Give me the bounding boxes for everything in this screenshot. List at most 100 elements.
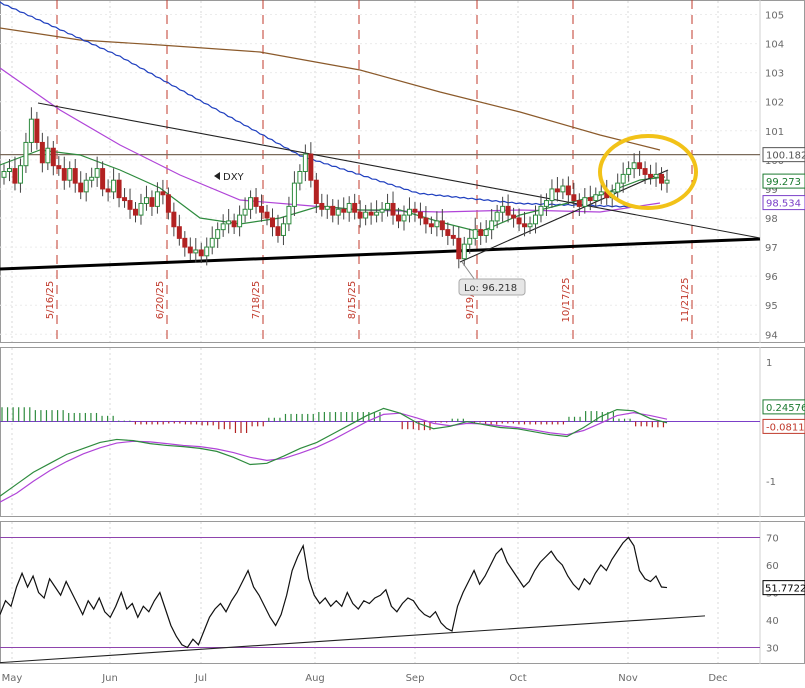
candle	[149, 197, 155, 207]
rsi-trendline	[0, 615, 706, 664]
month-label: Oct	[509, 673, 526, 684]
candle	[89, 176, 95, 181]
candle	[253, 197, 259, 207]
candle	[187, 246, 193, 254]
event-date-label: 10/17/25	[561, 278, 572, 323]
candle	[642, 168, 648, 175]
candle	[67, 168, 73, 181]
candle	[549, 188, 555, 202]
price-tag: 100.182	[766, 151, 805, 162]
candle	[653, 173, 659, 178]
ma-200-line	[0, 27, 661, 151]
rising-trendline	[459, 169, 669, 263]
candle	[412, 208, 418, 213]
price-tag: 99.273	[766, 177, 801, 188]
candle	[198, 249, 204, 257]
month-label: Jun	[101, 673, 118, 684]
symbol-label: DXY	[223, 172, 245, 183]
candle	[363, 211, 369, 219]
candle	[626, 168, 632, 175]
macd-panel: 1 -1 0.24576 -0.0811	[0, 347, 805, 517]
month-label: Nov	[618, 673, 638, 684]
ma-100-line	[0, 1, 661, 209]
candle	[319, 202, 325, 210]
month-label: May	[2, 673, 23, 684]
macd-signal-line	[0, 412, 668, 503]
candle	[143, 197, 149, 204]
candle	[527, 223, 533, 228]
candle	[341, 208, 347, 213]
price-tick-label: 102	[765, 98, 784, 109]
price-tick-label: 103	[765, 69, 784, 80]
price-tag-box	[762, 195, 805, 211]
candle	[385, 202, 391, 210]
month-label: Sep	[406, 673, 425, 684]
candle	[445, 229, 451, 236]
candle	[138, 202, 144, 216]
candle	[39, 141, 45, 164]
candle	[45, 147, 51, 164]
candle	[406, 208, 412, 216]
candle	[571, 194, 577, 202]
month-label: Dec	[708, 673, 727, 684]
price-tick-label: 104	[765, 40, 784, 51]
descending-trendline	[37, 102, 761, 239]
price-tick-label: 97	[765, 243, 778, 254]
rsi-tick-label: 60	[766, 561, 779, 572]
low-annotation: Lo: 96.218	[464, 283, 517, 294]
candle	[34, 118, 40, 143]
ma-20-line	[0, 149, 666, 233]
candle	[631, 162, 637, 170]
candle	[12, 168, 18, 184]
candle	[352, 202, 358, 213]
event-date-label: 11/21/25	[680, 278, 691, 323]
candle	[587, 197, 593, 202]
candle	[390, 202, 396, 216]
candle	[659, 173, 665, 184]
support-trendline	[0, 237, 761, 271]
candle	[171, 211, 177, 228]
candle	[302, 153, 308, 173]
price-tick-label: 98	[765, 214, 778, 225]
event-date-label: 7/18/25	[251, 281, 262, 320]
candle	[105, 188, 111, 193]
event-date-label: 6/20/25	[155, 281, 166, 320]
candle	[231, 220, 237, 228]
candle	[565, 185, 571, 196]
candle	[494, 211, 500, 222]
candle	[291, 182, 297, 207]
event-date-label: 5/16/25	[45, 281, 56, 320]
price-tick-label: 94	[765, 330, 778, 341]
candle	[215, 229, 221, 239]
candle	[6, 168, 12, 172]
candle	[61, 168, 67, 181]
price-panel: 9495969798991001011021031041055/16/256/2…	[0, 0, 805, 343]
candle	[368, 211, 374, 216]
candle	[516, 217, 522, 225]
event-date-label: 9/19/25	[465, 281, 476, 320]
candle	[297, 171, 303, 184]
candle	[83, 179, 89, 193]
candle	[204, 246, 210, 257]
candle	[182, 237, 188, 248]
candle	[648, 173, 654, 178]
candle	[313, 179, 319, 204]
candle	[269, 217, 275, 228]
candle	[582, 197, 588, 207]
panel-frame	[0, 347, 805, 517]
candle	[209, 237, 215, 248]
candle	[417, 211, 423, 219]
rsi-tag: 51.7722	[765, 584, 805, 595]
candle	[593, 194, 599, 202]
price-tick-label: 101	[765, 127, 784, 138]
candle	[522, 223, 528, 228]
candle	[286, 205, 292, 225]
candle	[154, 191, 160, 207]
rsi-panel: 304050607051.7722	[0, 521, 805, 664]
rsi-tick-label: 70	[766, 534, 779, 545]
candle	[127, 200, 133, 210]
macd-tag: -0.0811	[766, 422, 805, 433]
macd-tag-box	[762, 418, 805, 434]
candle	[1, 171, 7, 178]
candle	[538, 205, 544, 216]
